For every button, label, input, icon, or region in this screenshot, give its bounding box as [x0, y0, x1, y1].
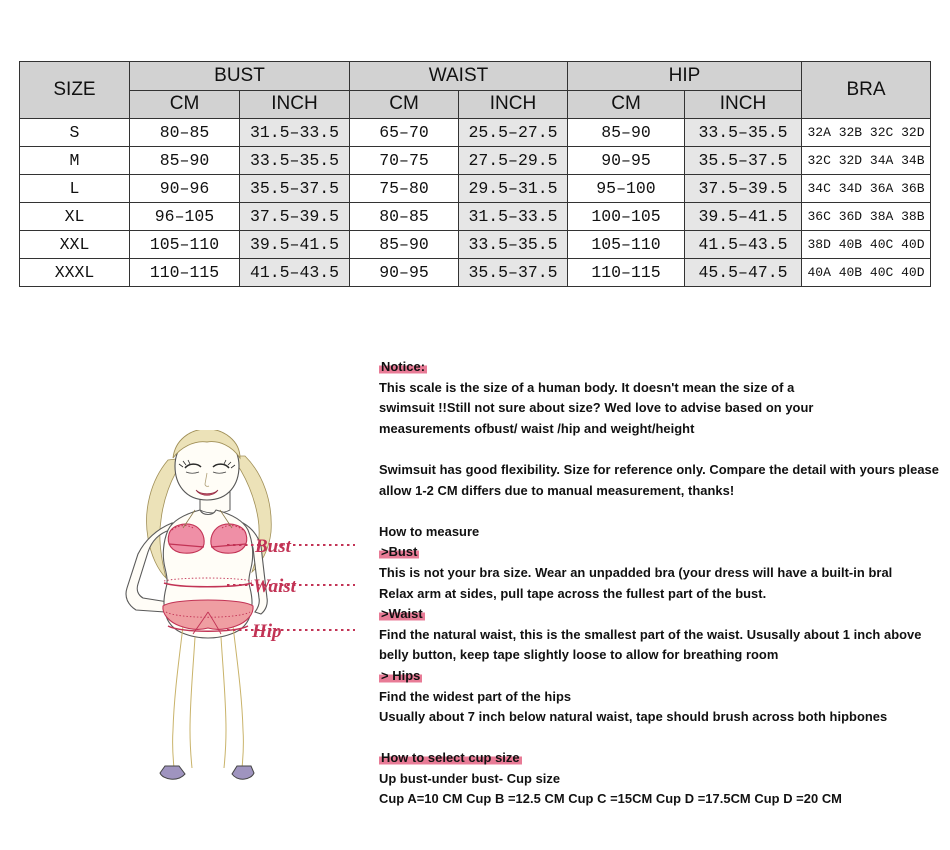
- svg-text:Hip: Hip: [251, 621, 282, 642]
- svg-text:Bust: Bust: [254, 536, 292, 557]
- svg-text:Waist: Waist: [253, 576, 297, 597]
